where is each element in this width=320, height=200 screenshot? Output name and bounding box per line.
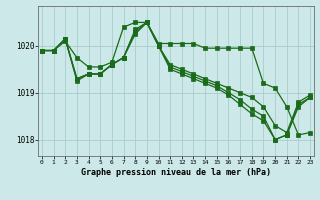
X-axis label: Graphe pression niveau de la mer (hPa): Graphe pression niveau de la mer (hPa) bbox=[81, 168, 271, 177]
